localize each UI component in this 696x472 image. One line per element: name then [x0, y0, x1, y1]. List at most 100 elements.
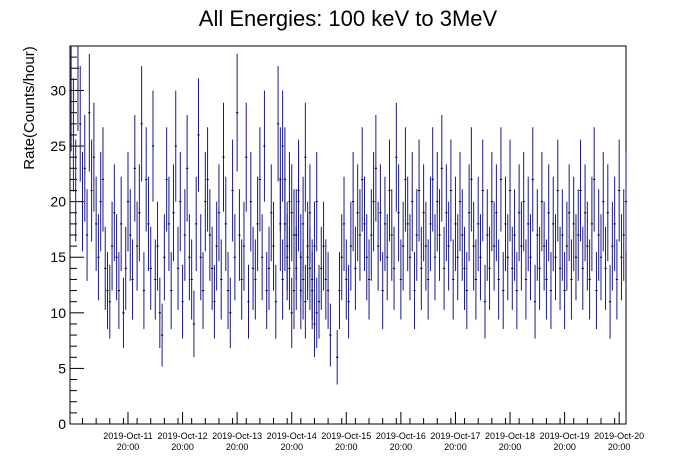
data-point — [618, 139, 621, 242]
data-point — [579, 139, 582, 242]
data-point — [183, 189, 186, 281]
data-point — [206, 127, 209, 232]
x-tick-date: 2019-Oct-16 — [376, 431, 426, 441]
data-point — [133, 114, 136, 222]
data-point — [583, 164, 587, 262]
data-point — [292, 252, 296, 330]
data-point — [286, 201, 289, 291]
data-point — [201, 252, 205, 330]
data-point — [547, 164, 550, 262]
data-point — [188, 214, 191, 301]
chart-title: All Energies: 100 keV to 3MeV — [199, 6, 498, 31]
data-point — [140, 66, 143, 182]
data-point — [326, 252, 330, 330]
data-point — [283, 176, 287, 272]
data-point — [524, 239, 528, 320]
data-point — [170, 252, 173, 330]
data-point — [420, 226, 423, 310]
x-tick-time: 20:00 — [499, 442, 522, 452]
data-point — [427, 239, 430, 320]
data-point — [231, 139, 234, 242]
data-point — [542, 201, 546, 291]
data-point — [279, 127, 282, 232]
x-tick-time: 20:00 — [608, 442, 631, 452]
data-point — [249, 151, 252, 252]
data-point — [595, 252, 598, 330]
data-point — [151, 90, 155, 202]
data-point — [156, 201, 159, 291]
data-point — [606, 164, 609, 262]
data-point — [215, 201, 218, 291]
data-point — [81, 151, 84, 252]
data-point — [590, 176, 594, 272]
data-point — [597, 189, 600, 281]
data-point — [295, 189, 298, 281]
data-point — [402, 201, 405, 291]
data-point — [174, 90, 177, 202]
data-point — [129, 189, 132, 281]
data-point — [108, 264, 111, 339]
data-point — [265, 252, 268, 330]
data-point — [113, 164, 116, 262]
data-point — [263, 90, 266, 202]
data-point — [513, 189, 516, 281]
data-point — [372, 151, 375, 252]
data-point — [340, 214, 343, 301]
data-point — [258, 127, 262, 232]
x-tick-time: 20:00 — [553, 442, 576, 452]
data-point — [245, 102, 248, 212]
data-point — [210, 226, 214, 310]
x-tick-time: 20:00 — [444, 442, 467, 452]
data-point — [361, 127, 364, 232]
data-point — [593, 127, 596, 232]
data-point — [110, 201, 114, 291]
data-point — [615, 239, 619, 320]
data-point — [306, 201, 309, 291]
data-point — [158, 277, 161, 348]
y-tick-label: 10 — [50, 305, 66, 321]
data-point — [502, 252, 505, 330]
x-tick-date: 2019-Oct-18 — [485, 431, 535, 441]
data-point — [74, 139, 77, 242]
data-point — [465, 252, 468, 330]
data-point — [354, 226, 357, 310]
data-point — [195, 176, 198, 272]
data-point — [204, 151, 207, 252]
data-point — [254, 239, 257, 320]
data-point — [213, 264, 216, 339]
data-point — [624, 151, 628, 252]
data-point — [545, 239, 548, 320]
data-point — [379, 164, 382, 262]
data-point — [563, 252, 566, 330]
data-point — [145, 127, 148, 232]
data-point — [538, 226, 541, 310]
data-point — [408, 214, 412, 301]
data-point — [463, 226, 466, 310]
data-point — [179, 151, 182, 252]
data-point — [429, 176, 432, 272]
data-point — [92, 102, 96, 212]
data-point — [449, 139, 453, 242]
data-point — [197, 78, 200, 192]
data-point — [190, 239, 193, 320]
data-point — [72, 78, 75, 192]
data-point — [256, 176, 259, 272]
data-point — [236, 53, 239, 172]
data-point — [270, 164, 273, 262]
data-point — [461, 189, 464, 281]
data-point — [338, 252, 341, 330]
data-point — [99, 151, 102, 252]
data-point — [574, 214, 578, 301]
data-point — [208, 189, 211, 281]
data-point — [386, 214, 389, 301]
data-point — [313, 201, 316, 291]
x-tick-date: 2019-Oct-17 — [430, 431, 480, 441]
data-point — [486, 189, 489, 281]
data-point — [349, 201, 352, 291]
data-point — [222, 102, 225, 212]
data-point — [440, 114, 443, 222]
data-point — [520, 201, 523, 291]
data-point — [388, 139, 391, 242]
data-point — [506, 214, 509, 301]
data-point — [167, 176, 171, 272]
